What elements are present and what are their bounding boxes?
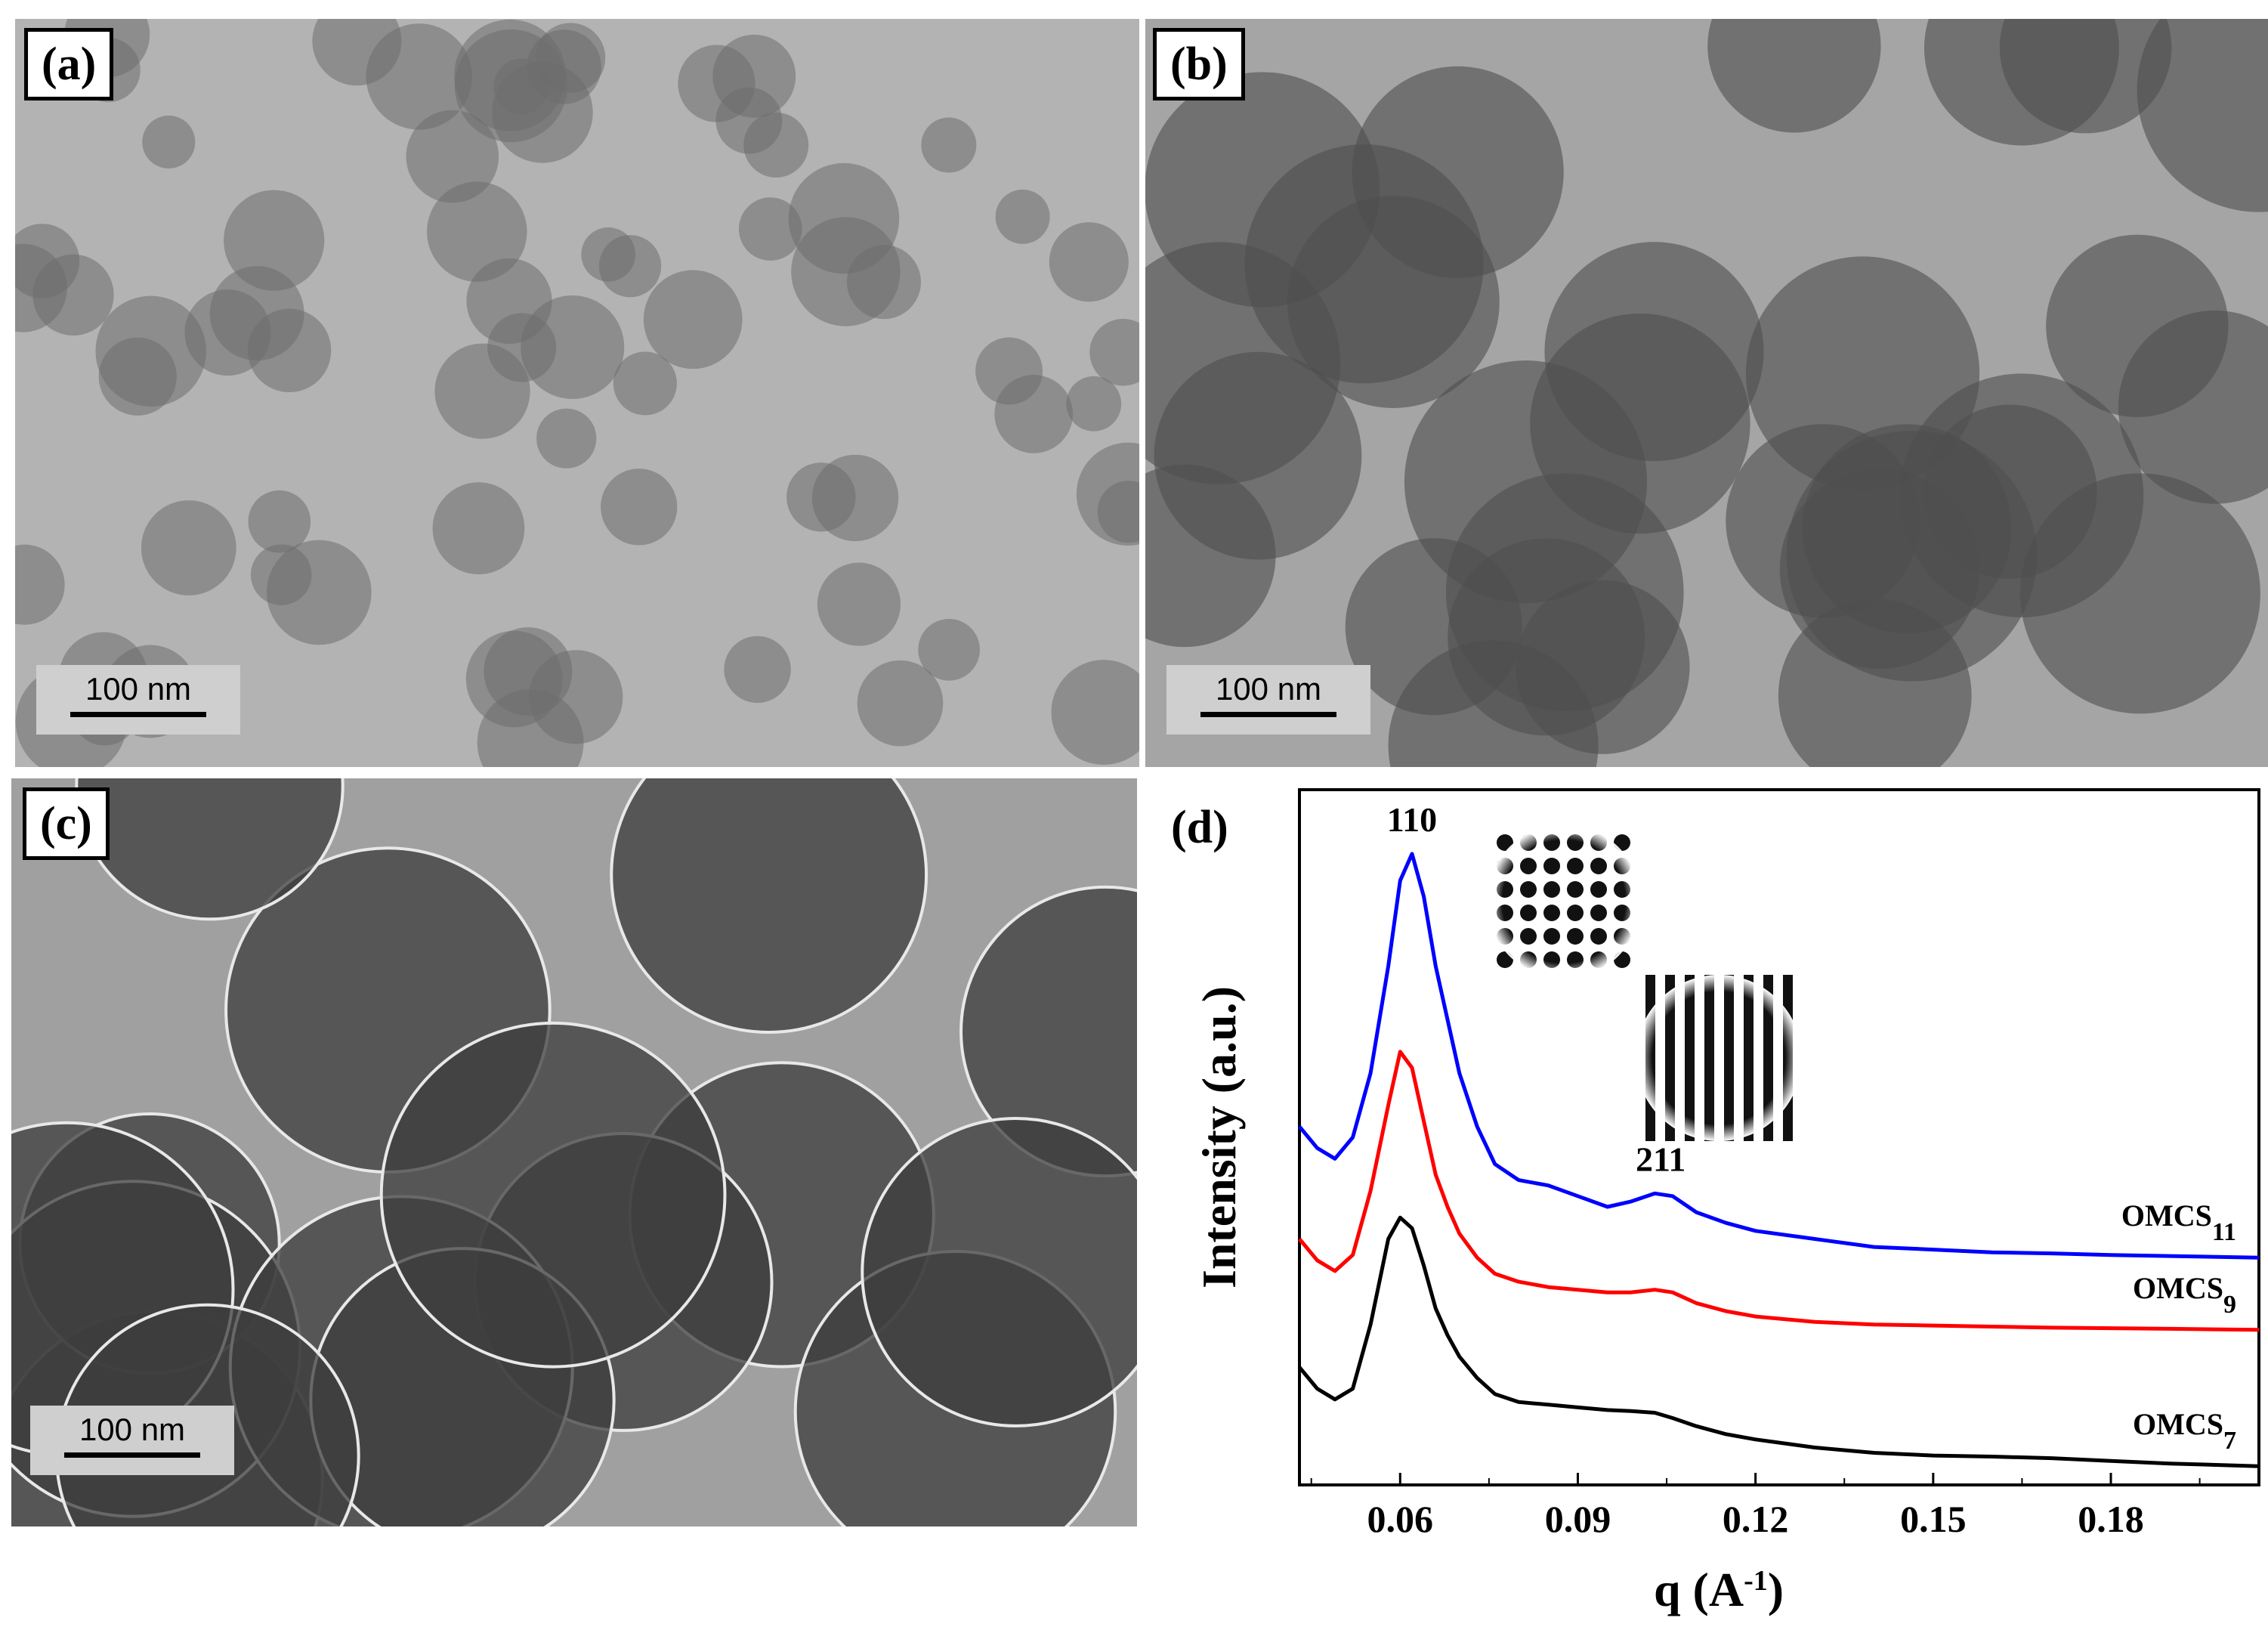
panel-label-b: (b)	[1153, 28, 1245, 101]
panel-label-c: (c)	[23, 787, 110, 860]
particle	[861, 1117, 1137, 1427]
scale-bar-b: 100 nm	[1166, 665, 1370, 735]
particle	[1097, 481, 1139, 543]
particle	[454, 19, 567, 131]
series-lines	[1298, 852, 2260, 1468]
particle	[141, 500, 236, 595]
particle	[432, 482, 525, 575]
tem-panel-b: (b) 100 nm	[1145, 19, 2268, 767]
particle	[465, 630, 563, 728]
particle	[1287, 196, 1500, 408]
scale-bar-label-a: 100 nm	[85, 671, 192, 707]
plot-frame	[1298, 788, 2260, 1486]
particle	[536, 408, 597, 469]
particle	[1066, 376, 1122, 431]
panel-label-a: (a)	[24, 28, 114, 101]
tem-micrograph-a	[15, 19, 1139, 767]
particle	[995, 189, 1050, 244]
scale-bar-c: 100 nm	[30, 1406, 234, 1475]
series-label: OMCS9	[2133, 1271, 2236, 1319]
particle	[601, 469, 678, 546]
saxs-chart-panel: (d) Intensity (a.u.) q (A-1) 0.06 0.09 0.1…	[1145, 775, 2268, 1623]
tem-panel-a: (a) 100 nm	[15, 19, 1139, 767]
particle	[678, 45, 755, 122]
series-label: OMCS7	[2133, 1407, 2236, 1455]
particle	[857, 660, 944, 747]
particle	[434, 343, 530, 439]
particle	[581, 227, 636, 282]
particle	[427, 181, 527, 282]
peak-labels: 110 211	[1387, 800, 1686, 1178]
series-label: OMCS11	[2121, 1199, 2236, 1246]
particle	[406, 110, 499, 203]
x-tick-label: 0.06	[1367, 1498, 1434, 1540]
particle	[918, 618, 980, 681]
saxs-chart: (d) Intensity (a.u.) q (A-1) 0.06 0.09 0.1…	[1171, 788, 2260, 1616]
x-axis-label-superscript: -1	[1744, 1565, 1768, 1597]
particle	[1707, 19, 1881, 133]
particle	[1388, 640, 1599, 767]
particle	[921, 117, 977, 173]
particle	[1051, 660, 1139, 765]
particle	[643, 270, 743, 370]
particle	[786, 462, 856, 532]
particle	[1999, 19, 2172, 134]
inset-pattern-cubic	[1487, 824, 1641, 979]
series-line	[1298, 1215, 2260, 1468]
particle	[1049, 222, 1129, 302]
particle	[312, 19, 402, 86]
particle	[817, 562, 901, 646]
tem-panel-c: (c) 100 nm	[11, 778, 1137, 1526]
particle	[743, 112, 809, 178]
scale-bar-line-a	[70, 712, 206, 717]
scale-bar-a: 100 nm	[36, 665, 240, 735]
particle	[738, 197, 802, 261]
particle	[994, 374, 1074, 453]
particle	[613, 351, 677, 416]
particle	[266, 540, 372, 645]
particle	[2046, 234, 2229, 417]
particle	[1089, 318, 1139, 386]
x-axis-label-main: q (A	[1654, 1563, 1744, 1616]
panel-label-d: (d)	[1171, 802, 1228, 853]
inset-pattern-stripes	[1636, 975, 1802, 1141]
scale-bar-line-c	[64, 1452, 200, 1458]
particle	[466, 258, 552, 345]
scale-bar-label-b: 100 nm	[1215, 671, 1322, 707]
inset-dot	[1497, 834, 1513, 851]
particle	[791, 217, 901, 326]
peak-label: 211	[1636, 1140, 1686, 1178]
scale-bar-line-b	[1200, 712, 1336, 717]
particle	[224, 190, 325, 291]
particle	[75, 778, 345, 921]
tem-micrograph-b	[1145, 19, 2268, 767]
x-tick-label: 0.15	[1900, 1498, 1967, 1540]
series-line	[1298, 852, 2260, 1260]
peak-label: 110	[1387, 800, 1437, 839]
particle	[15, 544, 65, 625]
x-ticks: 0.06 0.09 0.12 0.15 0.18	[1310, 1473, 2201, 1540]
x-tick-label: 0.18	[2078, 1498, 2144, 1540]
series-labels: OMCS11 OMCS9 OMCS7	[2121, 1199, 2236, 1455]
y-axis-label: Intensity (a.u.)	[1192, 986, 1246, 1288]
particle	[98, 337, 177, 416]
particle	[379, 1021, 727, 1369]
scale-bar-label-c: 100 nm	[79, 1412, 186, 1447]
particle	[2137, 19, 2268, 212]
particle	[724, 636, 791, 704]
particle	[248, 490, 311, 553]
particle	[142, 115, 196, 169]
particle	[1923, 404, 2097, 579]
particle	[1154, 351, 1362, 560]
x-axis-label: q (A-1)	[1654, 1563, 1784, 1616]
series-line	[1298, 1050, 2260, 1332]
x-tick-label: 0.09	[1545, 1498, 1611, 1540]
x-axis-label-tail: )	[1768, 1563, 1784, 1616]
x-tick-label: 0.12	[1723, 1498, 1789, 1540]
particle	[610, 778, 929, 1034]
particle	[32, 254, 114, 336]
